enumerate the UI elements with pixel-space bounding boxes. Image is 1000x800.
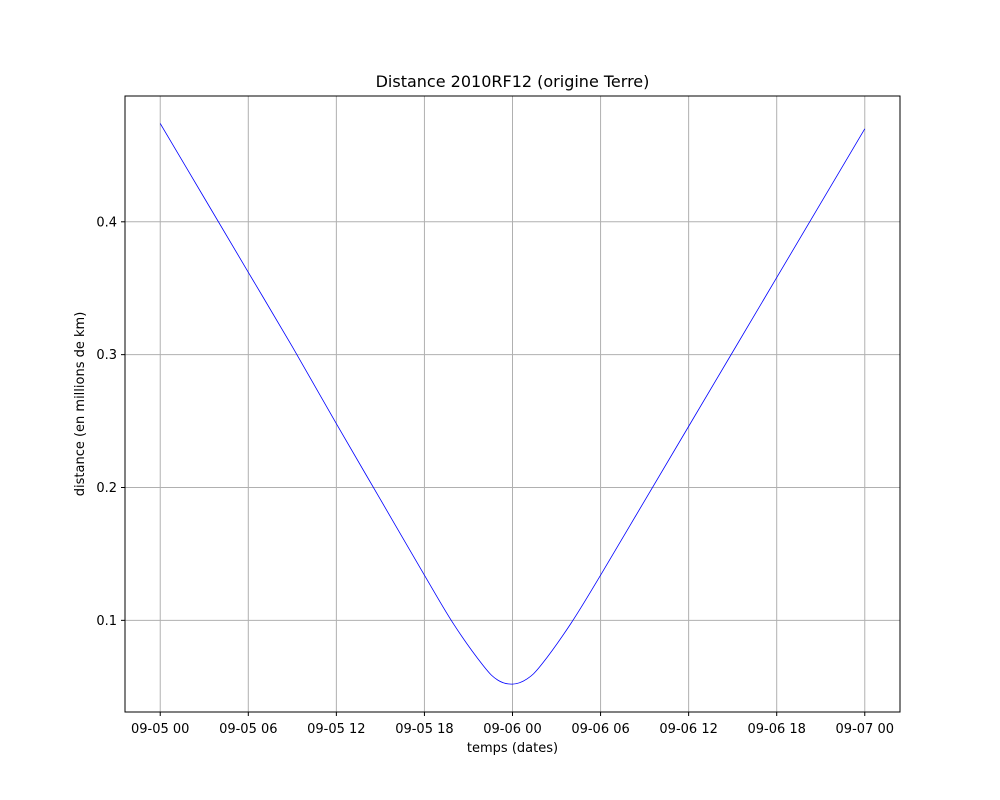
x-tick-label: 09-05 06 bbox=[219, 722, 277, 737]
x-tick-label: 09-06 06 bbox=[571, 722, 629, 737]
x-tick-label: 09-06 18 bbox=[747, 722, 805, 737]
y-tick-label: 0.3 bbox=[96, 348, 117, 363]
chart-title: Distance 2010RF12 (origine Terre) bbox=[376, 72, 650, 91]
x-tick-label: 09-05 00 bbox=[131, 722, 189, 737]
x-axis-label: temps (dates) bbox=[467, 741, 558, 756]
x-tick-label: 09-07 00 bbox=[836, 722, 894, 737]
y-tick-label: 0.1 bbox=[96, 614, 117, 629]
x-tick-label: 09-06 00 bbox=[483, 722, 541, 737]
axis-ticks: 09-05 00 09-05 06 09-05 12 09-05 18 09-06 00… bbox=[96, 215, 894, 737]
x-tick-label: 09-05 18 bbox=[395, 722, 453, 737]
distance-series-line bbox=[159, 123, 866, 685]
y-axis-label: distance (en millions de km) bbox=[73, 312, 88, 497]
x-tick-label: 09-06 12 bbox=[659, 722, 717, 737]
y-tick-label: 0.4 bbox=[96, 215, 117, 230]
x-tick-label: 09-05 12 bbox=[307, 722, 365, 737]
grid-lines bbox=[125, 96, 900, 712]
series-lines bbox=[159, 123, 866, 685]
y-tick-label: 0.2 bbox=[96, 481, 117, 496]
